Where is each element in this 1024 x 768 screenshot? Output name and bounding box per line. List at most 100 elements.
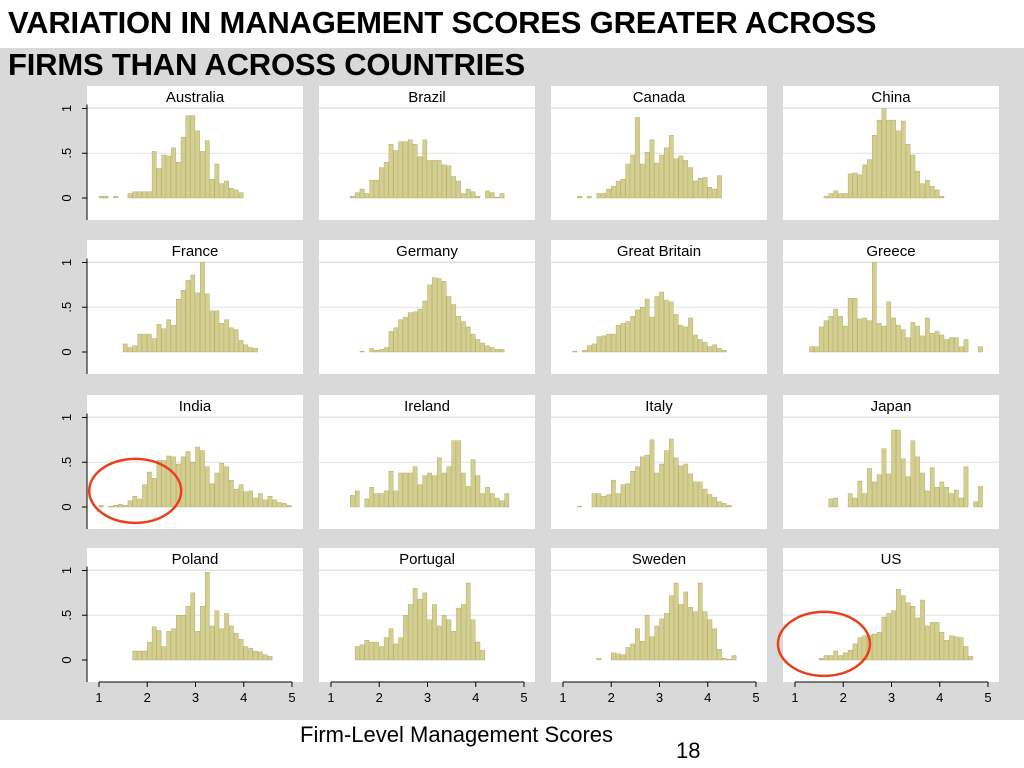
histogram-bar bbox=[954, 489, 959, 508]
histogram-bar bbox=[958, 637, 964, 661]
histogram-bar bbox=[209, 310, 215, 353]
histogram-bar bbox=[142, 484, 147, 508]
x-tick-label: 4 bbox=[704, 690, 711, 705]
panel-india: India 0 .5 1 bbox=[59, 395, 303, 529]
histogram-bar bbox=[417, 598, 423, 661]
histogram-bar bbox=[118, 504, 123, 508]
histogram-bar bbox=[939, 334, 945, 353]
histogram-bar bbox=[611, 186, 616, 199]
histogram-bar bbox=[393, 327, 399, 353]
histogram-bar bbox=[354, 490, 360, 508]
histogram-bar bbox=[707, 494, 713, 508]
histogram-bar bbox=[224, 180, 229, 199]
panel-title: China bbox=[871, 89, 911, 106]
histogram-bar bbox=[876, 119, 882, 199]
histogram-bar bbox=[668, 438, 674, 508]
histogram-bar bbox=[175, 298, 181, 353]
histogram-bar bbox=[200, 606, 205, 661]
histogram-bar bbox=[925, 625, 930, 661]
histogram-bar bbox=[659, 154, 664, 199]
histogram-bar bbox=[451, 440, 457, 508]
histogram-bar bbox=[867, 159, 872, 199]
histogram-bar bbox=[374, 641, 379, 661]
histogram-bar bbox=[978, 486, 983, 508]
histogram-bar bbox=[417, 484, 423, 508]
histogram-bar bbox=[248, 347, 253, 353]
histogram-bar bbox=[258, 493, 263, 508]
histogram-bar bbox=[697, 481, 703, 508]
histogram-bar bbox=[499, 349, 505, 353]
histogram-bar bbox=[847, 173, 853, 199]
histogram-bar bbox=[586, 196, 592, 199]
histogram-bar bbox=[905, 602, 911, 661]
histogram-bar bbox=[219, 323, 225, 353]
histogram-bar bbox=[470, 191, 476, 199]
histogram-bar bbox=[862, 164, 867, 199]
histogram-bar bbox=[857, 480, 863, 508]
histogram-bar bbox=[678, 155, 684, 199]
x-axis-title: Firm-Level Management Scores bbox=[300, 722, 614, 747]
histogram-bar bbox=[615, 180, 621, 199]
histogram-bar bbox=[891, 317, 896, 353]
histogram-bar bbox=[833, 497, 839, 508]
histogram-bar bbox=[847, 649, 853, 661]
panel-title: Italy bbox=[645, 398, 673, 415]
histogram-bar bbox=[364, 640, 370, 661]
histogram-bar bbox=[185, 606, 191, 661]
panel-china: China bbox=[783, 86, 999, 220]
histogram-bar bbox=[915, 170, 921, 199]
histogram-bar bbox=[369, 641, 375, 661]
histogram-bar bbox=[828, 655, 834, 661]
histogram-bar bbox=[814, 346, 819, 353]
histogram-bar bbox=[456, 607, 461, 661]
x-tick-label: 5 bbox=[984, 690, 991, 705]
y-tick-label: 1 bbox=[59, 567, 74, 574]
histogram-bar bbox=[872, 481, 877, 508]
histogram-bar bbox=[717, 348, 722, 353]
histogram-bar bbox=[243, 491, 249, 508]
histogram-bar bbox=[103, 196, 109, 199]
histogram-bar bbox=[591, 343, 597, 353]
histogram-bar bbox=[354, 646, 360, 661]
histogram-bar bbox=[852, 643, 858, 661]
histogram-bar bbox=[929, 333, 935, 353]
histogram-bar bbox=[722, 350, 727, 353]
histogram-bar bbox=[161, 646, 167, 661]
slide-title-line-2: FIRMS THAN ACROSS COUNTRIES bbox=[8, 47, 526, 82]
histogram-bar bbox=[620, 178, 626, 199]
histogram-bar bbox=[224, 466, 229, 508]
histogram-bar bbox=[451, 631, 457, 661]
histogram-bar bbox=[659, 618, 664, 661]
histogram-bar bbox=[649, 439, 655, 508]
histogram-bar bbox=[403, 316, 408, 353]
histogram-bar bbox=[838, 315, 843, 353]
panel-title: Poland bbox=[172, 551, 219, 568]
histogram-bar bbox=[693, 334, 698, 353]
histogram-bar bbox=[925, 490, 930, 508]
histogram-bar bbox=[678, 465, 684, 508]
histogram-bar bbox=[963, 339, 969, 353]
histogram-bar bbox=[934, 331, 940, 353]
panel-title: Great Britain bbox=[617, 243, 701, 260]
histogram-bar bbox=[494, 196, 500, 199]
panel-title: Ireland bbox=[404, 398, 450, 415]
histogram-bar bbox=[229, 327, 234, 353]
histogram-bar bbox=[369, 179, 375, 199]
histogram-bar bbox=[151, 626, 157, 661]
histogram-bar bbox=[166, 631, 171, 661]
panel-germany: Germany bbox=[319, 240, 535, 374]
histogram-bar bbox=[673, 158, 679, 199]
histogram-bar bbox=[436, 160, 442, 199]
panel-title: India bbox=[179, 398, 212, 415]
histogram-bar bbox=[886, 119, 892, 199]
histogram-bar bbox=[195, 292, 200, 353]
histogram-bar bbox=[171, 456, 176, 508]
histogram-bar bbox=[219, 628, 225, 661]
histogram-bar bbox=[958, 346, 964, 353]
histogram-bar bbox=[640, 456, 645, 508]
histogram-bar bbox=[132, 496, 138, 508]
histogram-bar bbox=[422, 139, 428, 199]
histogram-bar bbox=[726, 658, 732, 661]
histogram-bar bbox=[649, 139, 655, 199]
histogram-bar bbox=[673, 314, 679, 353]
